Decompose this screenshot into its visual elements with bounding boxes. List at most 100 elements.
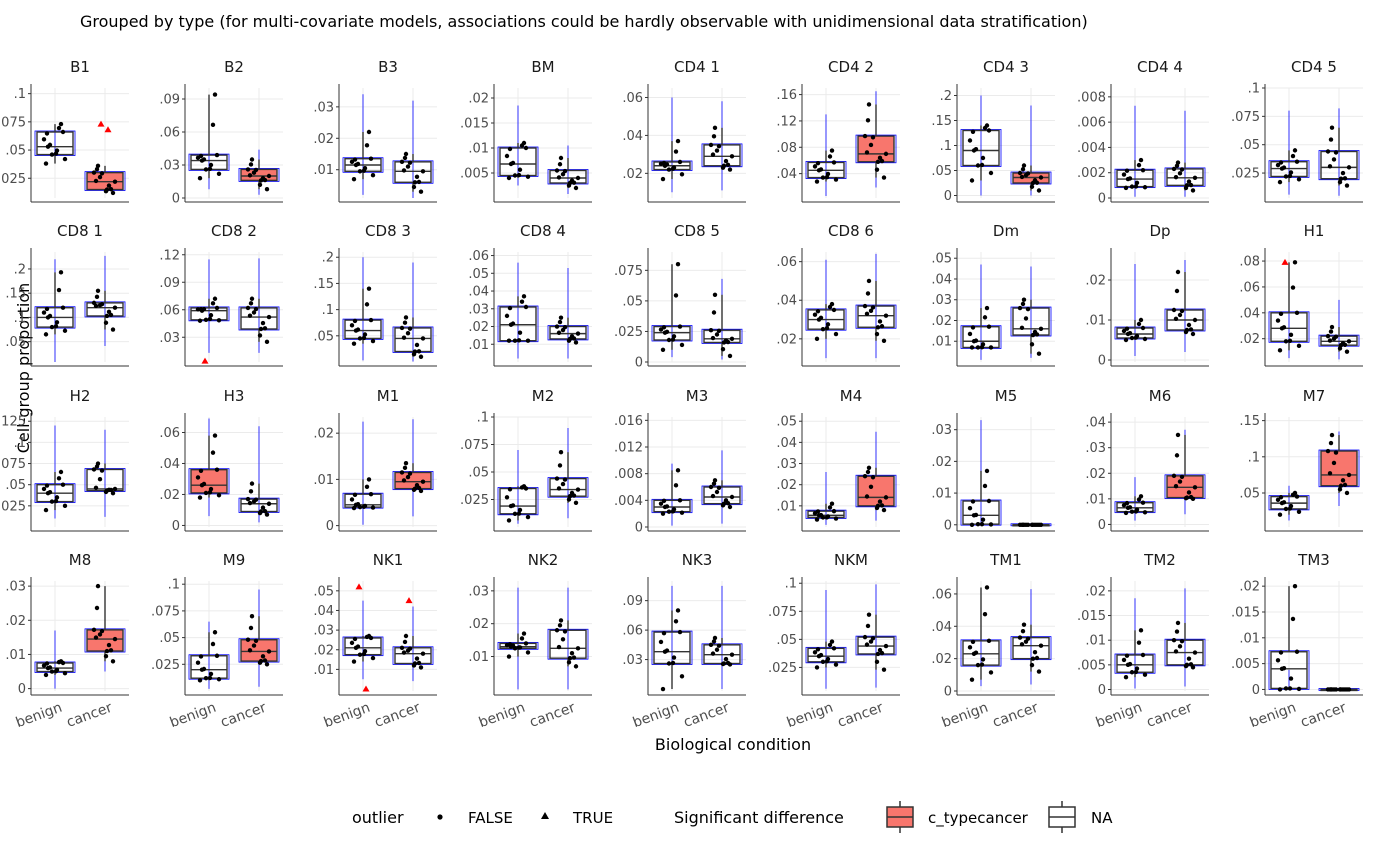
data-point	[1179, 638, 1185, 644]
data-point	[1171, 307, 1177, 313]
data-point	[1133, 669, 1139, 675]
data-point	[253, 167, 259, 173]
data-point	[560, 481, 566, 487]
data-point	[874, 659, 880, 665]
y-tick-label: .02	[1085, 584, 1106, 599]
data-point	[512, 338, 518, 343]
data-point	[675, 138, 681, 144]
facet-panel: TM1 0 .02 .04 .06 benign cancer	[931, 551, 1055, 731]
data-point	[573, 340, 579, 345]
data-point	[349, 497, 355, 502]
box	[240, 307, 278, 330]
facet-panel: NK1 .01 .02 .03 .04 .05 benign cancer	[313, 551, 437, 731]
data-point	[1127, 331, 1133, 336]
data-point	[112, 179, 118, 184]
data-point	[364, 634, 370, 640]
data-point	[814, 517, 820, 522]
data-point	[414, 656, 420, 661]
data-point	[407, 646, 413, 651]
legend-outlier-true: TRUE	[572, 809, 613, 827]
y-tick-label: .125	[0, 415, 26, 430]
facet-panel: CD8 5 0 .025 .05 .075	[614, 222, 746, 371]
y-tick-label: .1	[940, 139, 952, 154]
data-point	[245, 496, 251, 502]
data-point	[569, 651, 575, 656]
data-point	[97, 476, 103, 482]
facet-panel: CD4 2 .04 .08 .12 .16	[776, 58, 900, 203]
data-point	[504, 313, 510, 319]
data-point	[975, 345, 981, 350]
data-point	[357, 652, 363, 657]
data-point	[877, 319, 883, 324]
data-point	[1294, 310, 1300, 316]
y-tick-label: .075	[0, 115, 26, 130]
data-point	[883, 151, 889, 157]
data-point	[827, 642, 833, 648]
data-point	[370, 655, 376, 661]
data-point	[982, 611, 988, 617]
y-tick-label: .06	[776, 255, 797, 270]
data-point	[815, 647, 821, 652]
outlier-point	[362, 685, 370, 692]
data-point	[257, 510, 263, 516]
data-point	[203, 490, 209, 496]
data-point	[986, 638, 992, 644]
data-point	[41, 137, 47, 142]
x-tick-label: cancer	[991, 700, 1041, 731]
facet-panel: TM2 0 .005 .01 .015 .02 benign cancer	[1077, 551, 1209, 731]
facet-panel: CD8 4 .01 .02 .03 .04 .05 .06	[468, 222, 592, 367]
data-point	[357, 336, 363, 341]
data-point	[416, 179, 422, 185]
facet-label: M1	[377, 387, 400, 405]
data-point	[879, 158, 885, 164]
data-point	[1175, 269, 1181, 275]
data-point	[1171, 637, 1177, 643]
y-tick-label: .02	[5, 614, 26, 629]
legend-significance-title: Significant difference	[674, 808, 844, 827]
facet-panel: CD4 1 .02 .04 .06	[622, 58, 746, 203]
data-point	[875, 651, 881, 657]
data-point	[207, 490, 213, 495]
data-point	[1190, 188, 1196, 193]
data-point	[264, 339, 270, 345]
data-point	[879, 650, 885, 656]
y-tick-label: .03	[159, 331, 180, 346]
data-point	[1327, 687, 1333, 692]
facet-panel: M4 .01 .02 .03 .04 .05	[776, 387, 900, 532]
data-point	[1287, 338, 1293, 344]
data-point	[1342, 176, 1348, 181]
data-point	[1020, 301, 1026, 307]
data-point	[727, 353, 733, 359]
data-point	[716, 643, 722, 648]
data-point	[401, 168, 407, 173]
data-point	[1337, 179, 1343, 185]
data-point	[833, 662, 839, 667]
facet-label: NK2	[528, 551, 559, 569]
data-point	[1328, 440, 1334, 446]
data-point	[1025, 636, 1031, 641]
y-tick-label: .002	[1077, 166, 1106, 181]
facet-panel: M2 .025 .05 .075 .1	[460, 387, 592, 532]
data-point	[877, 155, 883, 161]
data-point	[874, 167, 880, 172]
data-point	[260, 654, 266, 659]
data-point	[1136, 640, 1142, 645]
y-tick-label: .05	[1239, 138, 1260, 153]
data-point	[370, 338, 376, 344]
data-point	[1123, 337, 1129, 343]
data-point	[405, 474, 411, 480]
data-point	[1192, 485, 1198, 490]
data-point	[54, 320, 60, 325]
data-point	[868, 142, 874, 148]
data-point	[1327, 164, 1333, 169]
y-tick-label: .01	[931, 487, 952, 502]
data-point	[864, 494, 870, 499]
data-point	[368, 635, 374, 641]
data-point	[207, 675, 213, 681]
legend: outlier FALSE TRUE Significant differenc…	[352, 801, 1113, 833]
data-point	[512, 173, 518, 178]
data-point	[1138, 628, 1144, 633]
data-point	[91, 467, 97, 472]
data-point	[1344, 183, 1350, 188]
data-point	[266, 649, 272, 654]
